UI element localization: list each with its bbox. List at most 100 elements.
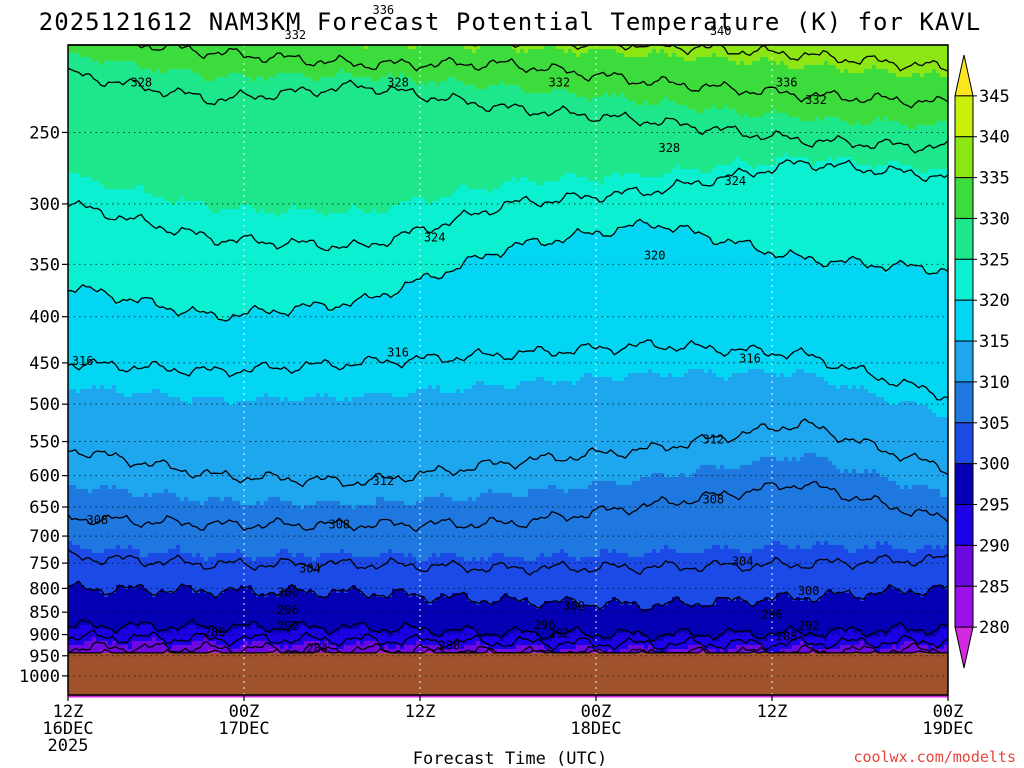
fill-cell xyxy=(176,517,181,522)
fill-cell xyxy=(156,73,161,78)
fill-cell xyxy=(116,157,121,162)
fill-cell xyxy=(88,381,93,386)
fill-cell xyxy=(140,285,145,290)
fill-cell xyxy=(68,345,73,350)
fill-cell xyxy=(116,501,121,506)
fill-cell xyxy=(152,277,157,282)
fill-cell xyxy=(116,429,121,434)
fill-cell xyxy=(92,249,97,254)
fill-cell xyxy=(160,145,165,150)
fill-cell xyxy=(180,345,185,350)
fill-cell xyxy=(140,49,145,54)
fill-cell xyxy=(172,529,177,534)
fill-cell xyxy=(152,397,157,402)
fill-cell xyxy=(148,329,153,334)
fill-cell xyxy=(76,457,81,462)
fill-cell xyxy=(116,385,121,390)
fill-cell xyxy=(168,453,173,458)
fill-cell xyxy=(132,641,137,646)
fill-cell xyxy=(184,241,189,246)
fill-cell xyxy=(80,417,85,422)
fill-cell xyxy=(184,509,189,514)
fill-cell xyxy=(68,117,73,122)
fill-cell xyxy=(164,61,169,66)
fill-cell xyxy=(112,377,117,382)
fill-cell xyxy=(120,101,125,106)
fill-cell xyxy=(68,137,73,142)
fill-cell xyxy=(68,585,73,590)
fill-cell xyxy=(124,337,129,342)
fill-cell xyxy=(180,517,185,522)
fill-cell xyxy=(140,201,145,206)
fill-cell xyxy=(188,301,193,306)
fill-cell xyxy=(144,649,149,654)
fill-cell xyxy=(68,425,73,430)
fill-cell xyxy=(80,105,85,110)
fill-cell xyxy=(80,385,85,390)
fill-cell xyxy=(96,125,101,130)
fill-cell xyxy=(128,525,133,530)
fill-cell xyxy=(160,233,165,238)
fill-cell xyxy=(164,469,169,474)
fill-cell xyxy=(100,601,105,606)
fill-cell xyxy=(156,49,161,54)
fill-cell xyxy=(88,333,93,338)
fill-cell xyxy=(144,377,149,382)
fill-cell xyxy=(156,481,161,486)
fill-cell xyxy=(108,149,113,154)
fill-cell xyxy=(68,185,73,190)
fill-cell xyxy=(140,393,145,398)
fill-cell xyxy=(168,53,173,58)
fill-cell xyxy=(80,117,85,122)
fill-cell xyxy=(180,53,185,58)
fill-cell xyxy=(104,297,109,302)
fill-cell xyxy=(116,205,121,210)
fill-cell xyxy=(88,197,93,202)
fill-cell xyxy=(180,577,185,582)
fill-cell xyxy=(84,553,89,558)
fill-cell xyxy=(180,641,185,646)
fill-cell xyxy=(152,553,157,558)
fill-cell xyxy=(136,545,141,550)
fill-cell xyxy=(152,545,157,550)
fill-cell xyxy=(164,213,169,218)
fill-cell xyxy=(112,209,117,214)
fill-cell xyxy=(188,217,193,222)
fill-cell xyxy=(128,497,133,502)
fill-cell xyxy=(120,641,125,646)
fill-cell xyxy=(96,337,101,342)
fill-cell xyxy=(176,385,181,390)
fill-cell xyxy=(136,489,141,494)
fill-cell xyxy=(120,453,125,458)
fill-cell xyxy=(136,245,141,250)
fill-cell xyxy=(160,273,165,278)
fill-cell xyxy=(96,569,101,574)
fill-cell xyxy=(104,385,109,390)
fill-cell xyxy=(72,349,77,354)
fill-cell xyxy=(100,93,105,98)
fill-cell xyxy=(184,361,189,366)
fill-cell xyxy=(128,645,133,650)
fill-cell xyxy=(152,45,157,50)
fill-cell xyxy=(108,421,113,426)
fill-cell xyxy=(76,357,81,362)
fill-cell xyxy=(176,397,181,402)
fill-cell xyxy=(112,153,117,158)
fill-cell xyxy=(116,533,121,538)
fill-cell xyxy=(84,485,89,490)
fill-cell xyxy=(108,189,113,194)
fill-cell xyxy=(184,489,189,494)
fill-cell xyxy=(124,285,129,290)
fill-cell xyxy=(180,397,185,402)
fill-cell xyxy=(116,425,121,430)
fill-cell xyxy=(108,129,113,134)
fill-cell xyxy=(84,289,89,294)
fill-cell xyxy=(108,45,113,50)
fill-cell xyxy=(72,113,77,118)
fill-cell xyxy=(92,205,97,210)
fill-cell xyxy=(84,421,89,426)
fill-cell xyxy=(176,97,181,102)
fill-cell xyxy=(172,257,177,262)
fill-cell xyxy=(72,457,77,462)
fill-cell xyxy=(156,469,161,474)
